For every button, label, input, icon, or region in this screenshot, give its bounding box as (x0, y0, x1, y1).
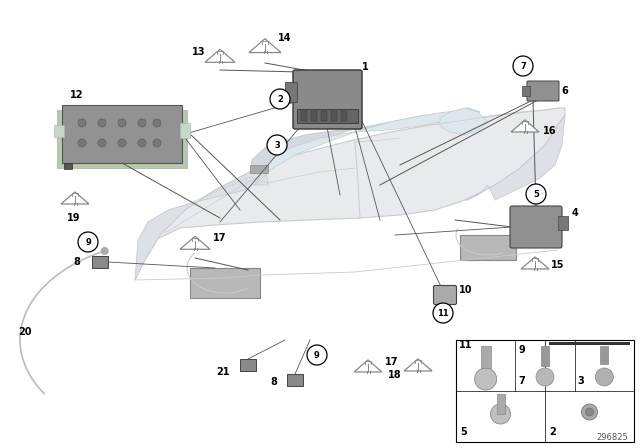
Polygon shape (255, 112, 465, 185)
Text: 2: 2 (549, 427, 556, 437)
Polygon shape (354, 360, 382, 372)
Circle shape (526, 184, 546, 204)
FancyBboxPatch shape (527, 81, 559, 101)
Bar (180, 123, 190, 138)
Text: 17: 17 (213, 233, 227, 243)
Bar (481, 346, 491, 368)
FancyBboxPatch shape (433, 285, 456, 305)
Bar (54, 125, 64, 137)
Text: 2: 2 (277, 95, 283, 103)
Polygon shape (440, 108, 488, 135)
Circle shape (98, 139, 106, 147)
Circle shape (586, 408, 593, 416)
Circle shape (595, 368, 613, 386)
Circle shape (100, 247, 109, 255)
FancyBboxPatch shape (293, 70, 362, 129)
Text: 18: 18 (388, 370, 402, 380)
Text: 5: 5 (533, 190, 539, 198)
Text: 296825: 296825 (596, 433, 628, 442)
Bar (522, 86, 530, 96)
Text: 21: 21 (216, 367, 230, 377)
Text: 8: 8 (270, 377, 277, 387)
Polygon shape (135, 162, 268, 280)
Polygon shape (249, 39, 281, 52)
Text: 9: 9 (314, 350, 320, 359)
Circle shape (138, 119, 146, 127)
Circle shape (270, 89, 290, 109)
Polygon shape (180, 236, 210, 249)
Polygon shape (250, 108, 480, 185)
Text: 12: 12 (70, 90, 83, 100)
Text: 7: 7 (520, 61, 526, 70)
Bar (456, 340, 634, 442)
Polygon shape (511, 120, 539, 132)
Circle shape (78, 119, 86, 127)
Text: 4: 4 (572, 208, 579, 218)
Text: 14: 14 (278, 33, 291, 43)
Polygon shape (57, 110, 187, 168)
Circle shape (153, 139, 161, 147)
Circle shape (582, 404, 598, 420)
Text: 3: 3 (578, 376, 584, 386)
Bar (301, 111, 307, 121)
Polygon shape (465, 115, 565, 200)
Text: 5: 5 (460, 427, 467, 437)
Circle shape (433, 303, 453, 323)
Text: 9: 9 (518, 345, 525, 355)
Bar (287, 374, 303, 386)
Circle shape (490, 404, 511, 424)
Circle shape (118, 119, 126, 127)
Polygon shape (135, 108, 565, 280)
Text: 17: 17 (385, 357, 399, 367)
Bar (311, 111, 317, 121)
Text: 7: 7 (518, 376, 525, 386)
Text: 19: 19 (67, 213, 81, 223)
Text: 20: 20 (18, 327, 31, 337)
Circle shape (307, 345, 327, 365)
Bar (92, 256, 108, 268)
Bar (600, 346, 609, 364)
Circle shape (78, 139, 86, 147)
Bar (285, 82, 297, 102)
Text: 11: 11 (437, 309, 449, 318)
Text: 9: 9 (85, 237, 91, 246)
Circle shape (536, 368, 554, 386)
Bar (497, 394, 504, 414)
Polygon shape (61, 192, 89, 204)
Text: 3: 3 (274, 141, 280, 150)
Bar (250, 165, 268, 173)
Polygon shape (190, 268, 260, 298)
Circle shape (153, 119, 161, 127)
Polygon shape (460, 235, 516, 260)
Circle shape (513, 56, 533, 76)
Circle shape (118, 139, 126, 147)
Text: 16: 16 (543, 126, 557, 136)
Bar (341, 111, 347, 121)
Polygon shape (521, 257, 549, 269)
Circle shape (475, 368, 497, 390)
Bar (541, 346, 549, 366)
Circle shape (78, 232, 98, 252)
Text: 10: 10 (459, 285, 472, 295)
Polygon shape (205, 49, 235, 62)
Bar (297, 109, 358, 123)
Circle shape (267, 135, 287, 155)
Bar (240, 359, 256, 371)
Bar (558, 216, 568, 230)
Text: 13: 13 (191, 47, 205, 57)
Bar (64, 163, 72, 169)
Bar (62, 105, 182, 163)
Polygon shape (404, 359, 432, 371)
FancyBboxPatch shape (510, 206, 562, 248)
Text: 8: 8 (73, 257, 80, 267)
Text: 6: 6 (561, 86, 568, 96)
Circle shape (138, 139, 146, 147)
Text: 11: 11 (459, 340, 472, 350)
Text: 15: 15 (551, 260, 564, 270)
Bar (321, 111, 327, 121)
Text: 1: 1 (362, 62, 369, 72)
Bar (331, 111, 337, 121)
Polygon shape (549, 342, 630, 345)
Circle shape (98, 119, 106, 127)
